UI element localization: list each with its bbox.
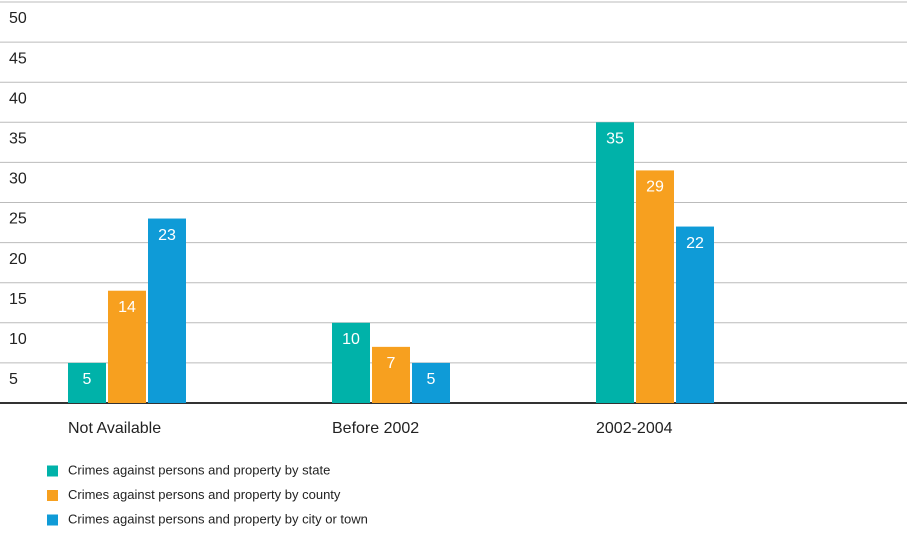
value-label: 22 [686,235,704,252]
value-label: 5 [83,371,92,388]
value-label: 29 [646,179,664,196]
bar [332,322,370,403]
legend-label: Crimes against persons and property by c… [68,511,368,526]
value-label: 7 [387,355,396,372]
bar [372,346,410,403]
legend-label: Crimes against persons and property by c… [68,487,341,502]
value-label: 35 [606,131,624,148]
bar [636,170,674,403]
value-label: 14 [118,299,136,316]
legend-swatch [47,465,58,477]
legend-swatch [47,490,58,501]
legend-label: Crimes against persons and property by s… [68,462,330,477]
value-label: 5 [427,371,436,388]
x-tick-label: 2002-2004 [596,420,673,437]
y-tick-label: 40 [9,90,27,107]
y-tick-label: 50 [9,10,27,27]
value-label: 10 [342,331,360,348]
y-tick-label: 30 [9,171,27,188]
y-tick-label: 45 [9,50,27,67]
value-label: 23 [158,227,176,244]
y-tick-label: 25 [9,211,27,228]
x-tick-label: Before 2002 [332,420,419,437]
bar [68,362,106,403]
y-tick-label: 20 [9,251,27,268]
y-tick-label: 35 [9,131,27,148]
legend-swatch [47,514,58,526]
y-tick-label: 10 [9,331,27,348]
x-tick-label: Not Available [68,420,161,437]
y-tick-label: 15 [9,291,27,308]
bar [596,122,634,404]
bar [412,362,450,403]
y-tick-label: 5 [9,371,18,388]
bar [148,218,186,403]
bar [108,290,146,403]
bar [676,226,714,403]
